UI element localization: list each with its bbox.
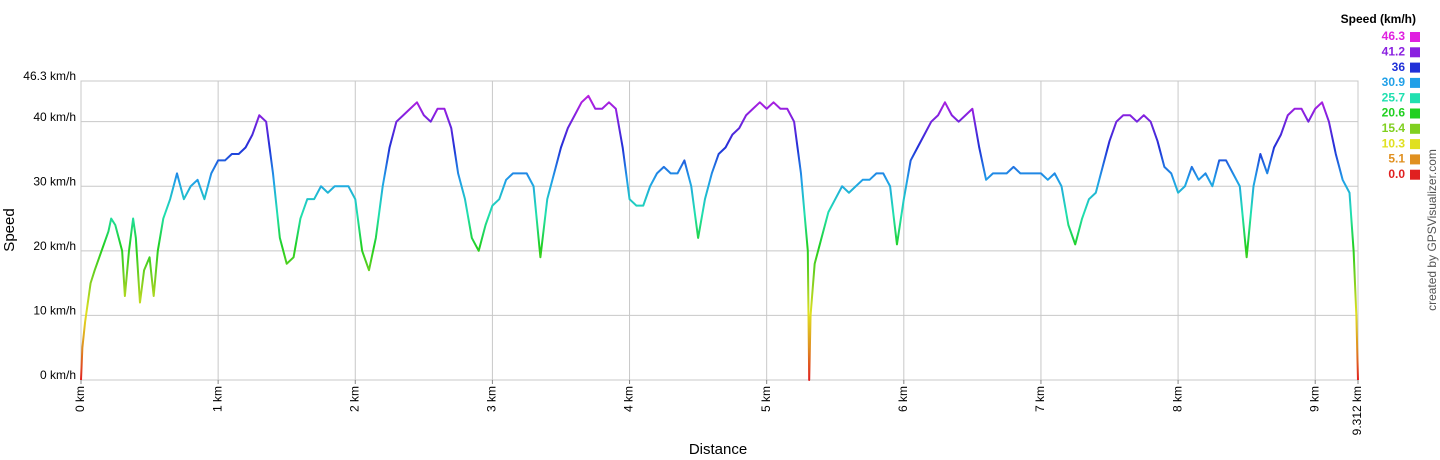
x-tick-label: 6 km <box>896 386 910 412</box>
legend-label: 46.3 <box>1382 29 1406 43</box>
y-tick-label: 40 km/h <box>33 110 76 124</box>
legend-label: 36 <box>1392 60 1406 74</box>
plot-frame <box>80 80 1359 381</box>
legend-swatch <box>1410 62 1420 73</box>
legend-swatch <box>1410 154 1420 165</box>
legend-label: 0.0 <box>1388 167 1405 181</box>
x-tick-label: 4 km <box>622 386 636 412</box>
watermark: created by GPSVisualizer.com <box>1425 149 1439 311</box>
legend-label: 5.1 <box>1388 152 1405 166</box>
legend-title: Speed (km/h) <box>1341 12 1416 26</box>
y-tick-label: 46.3 km/h <box>23 69 76 83</box>
x-tick-label: 5 km <box>759 386 773 412</box>
x-tick-label: 2 km <box>347 386 361 412</box>
y-axis-title: Speed <box>1 208 18 251</box>
legend-swatch <box>1410 169 1420 180</box>
x-tick-label: 7 km <box>1033 386 1047 412</box>
legend-label: 30.9 <box>1382 75 1406 89</box>
legend-label: 25.7 <box>1382 90 1406 104</box>
legend-label: 15.4 <box>1382 121 1406 135</box>
legend-swatch <box>1410 139 1420 150</box>
y-tick-label: 30 km/h <box>33 174 76 188</box>
legend-label: 10.3 <box>1382 136 1406 150</box>
x-tick-label: 9 km <box>1307 386 1321 412</box>
legend-label: 41.2 <box>1382 44 1406 58</box>
x-tick-label: 0 km <box>73 386 87 412</box>
x-tick-label: 1 km <box>210 386 224 412</box>
y-tick-label: 10 km/h <box>33 304 76 318</box>
legend-swatch <box>1410 32 1420 42</box>
y-tick-label: 0 km/h <box>40 368 76 382</box>
x-tick-label: 9.312 km <box>1350 386 1364 435</box>
legend-swatch <box>1410 47 1420 58</box>
speed-line <box>80 94 1359 381</box>
x-tick-label: 3 km <box>485 386 499 412</box>
legend-swatch <box>1410 108 1420 119</box>
legend-swatch <box>1410 123 1420 134</box>
legend-swatch <box>1410 77 1420 88</box>
x-axis-title: Distance <box>689 441 747 458</box>
y-tick-label: 20 km/h <box>33 239 76 253</box>
legend-swatch <box>1410 93 1420 104</box>
legend-label: 20.6 <box>1382 106 1406 120</box>
x-tick-label: 8 km <box>1170 386 1184 412</box>
